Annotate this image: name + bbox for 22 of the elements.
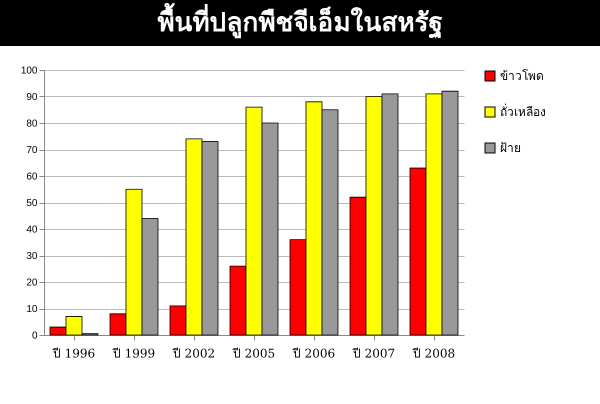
x-tick-label: ปี 1996 <box>52 346 96 360</box>
y-tick-label: 70 <box>26 145 38 156</box>
y-tick-label: 100 <box>20 66 38 76</box>
x-tick-label: ปี 2005 <box>232 346 276 360</box>
chart-title: พื้นที่ปลูกพืชจีเอ็มในสหรัฐ <box>0 0 600 46</box>
y-tick-label: 50 <box>26 198 38 209</box>
y-tick-label: 0 <box>32 330 38 342</box>
x-tick-label: ปี 1999 <box>112 346 156 360</box>
x-tick-label: ปี 2006 <box>292 346 336 360</box>
legend-label: ฝ้าย <box>500 141 521 155</box>
y-tick-label: 60 <box>26 172 38 182</box>
y-tick-label: 90 <box>26 92 38 103</box>
y-tick-label: 20 <box>26 278 38 288</box>
legend-label: ถั่วเหลือง <box>500 103 546 119</box>
y-tick-label: 80 <box>26 118 38 130</box>
x-tick-label: ปี 2007 <box>352 346 396 360</box>
legend-label: ข้าวโพด <box>500 69 544 83</box>
x-tick-label: ปี 2002 <box>172 346 216 360</box>
y-tick-label: 10 <box>26 304 38 315</box>
y-tick-label: 40 <box>26 224 38 236</box>
x-tick-label: ปี 2008 <box>412 346 456 360</box>
y-tick-label: 30 <box>26 251 38 262</box>
